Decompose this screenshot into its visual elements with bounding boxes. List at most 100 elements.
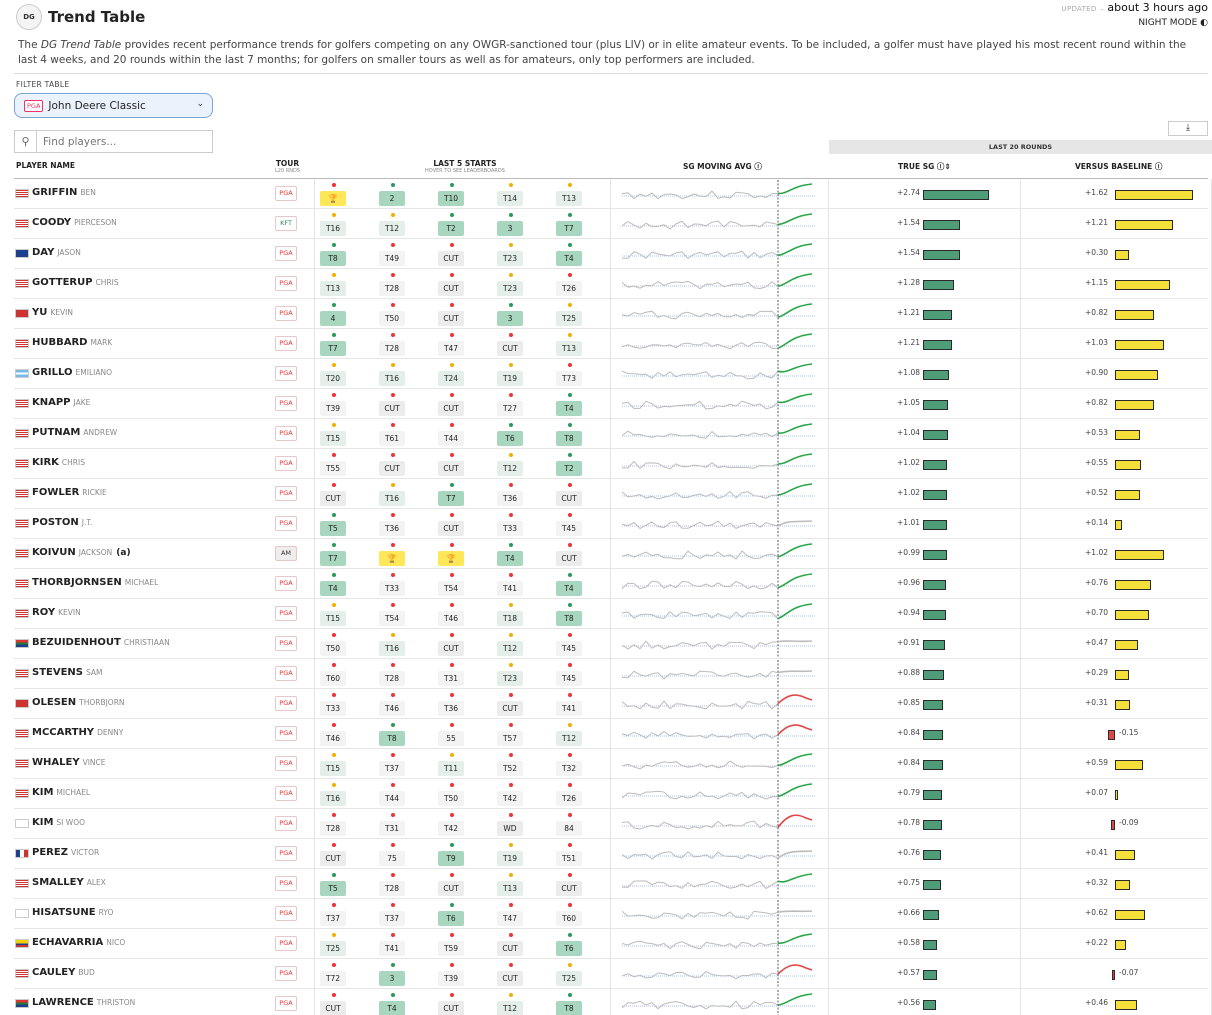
finish-cell[interactable]: T28 [379,281,405,296]
table-row[interactable]: HUBBARD MARK PGA T7 T28 T47 CUT T13 +1.21 +1.03 [14,329,1208,359]
table-row[interactable]: KNAPP JAKE PGA T39 CUT CUT T27 T4 +1.05 +0.82 [14,389,1208,419]
finish-cell[interactable]: T6 [556,941,582,956]
finish-cell[interactable]: T12 [497,461,523,476]
player-name[interactable]: GRILLO EMILIANO [32,367,112,378]
finish-cell[interactable]: T59 [438,941,464,956]
table-row[interactable]: KIRK CHRIS PGA T55 CUT CUT T12 T2 +1.02 +0.55 [14,449,1208,479]
finish-cell[interactable]: CUT [497,971,523,986]
finish-cell[interactable]: CUT [320,491,346,506]
sg-sparkline[interactable] [620,540,816,568]
finish-cell[interactable]: T12 [497,1001,523,1015]
finish-cell[interactable]: CUT [556,551,582,566]
player-name[interactable]: SMALLEY ALEX [32,877,106,888]
finish-cell[interactable]: T42 [497,791,523,806]
finish-cell[interactable]: T41 [497,581,523,596]
player-name[interactable]: PEREZ VICTOR [32,847,99,858]
table-row[interactable]: ROY KEVIN PGA T15 T54 T46 T18 T8 +0.94 +0.70 [14,599,1208,629]
table-row[interactable]: DAY JASON PGA T8 T49 CUT T23 T4 +1.54 +0.30 [14,239,1208,269]
finish-cell[interactable]: T6 [438,911,464,926]
finish-cell[interactable]: T8 [556,431,582,446]
sg-sparkline[interactable] [620,840,816,868]
table-row[interactable]: KIM MICHAEL PGA T16 T44 T50 T42 T26 +0.79 +0.07 [14,779,1208,809]
finish-cell[interactable]: CUT [556,881,582,896]
finish-cell[interactable]: T4 [556,581,582,596]
finish-cell[interactable]: T2 [556,461,582,476]
player-name[interactable]: WHALEY VINCE [32,757,106,768]
finish-cell[interactable]: T45 [556,641,582,656]
finish-cell[interactable]: T10 [438,191,464,206]
finish-cell[interactable]: CUT [379,401,405,416]
finish-cell[interactable]: T44 [379,791,405,806]
finish-cell[interactable]: T4 [556,401,582,416]
finish-cell[interactable]: T37 [379,761,405,776]
finish-cell[interactable]: T45 [556,521,582,536]
finish-cell[interactable]: T60 [320,671,346,686]
finish-cell[interactable]: T11 [438,761,464,776]
finish-cell[interactable]: T27 [497,401,523,416]
finish-cell[interactable]: T25 [320,941,346,956]
player-name[interactable]: DAY JASON [32,247,81,258]
sg-sparkline[interactable] [620,390,816,418]
finish-cell[interactable]: T7 [320,341,346,356]
finish-cell[interactable]: T26 [556,791,582,806]
player-name[interactable]: OLESEN THORBJORN [32,697,125,708]
sg-sparkline[interactable] [620,510,816,538]
player-name[interactable]: KNAPP JAKE [32,397,90,408]
player-name[interactable]: FOWLER RICKIE [32,487,107,498]
sg-sparkline[interactable] [620,300,816,328]
table-row[interactable]: KIM SI WOO PGA T28 T31 T42 WD 84 +0.78 -0.09 [14,809,1208,839]
player-name[interactable]: ROY KEVIN [32,607,81,618]
finish-cell[interactable]: T60 [556,911,582,926]
finish-cell[interactable]: T26 [556,281,582,296]
player-name[interactable]: KIRK CHRIS [32,457,85,468]
finish-cell[interactable]: T14 [497,191,523,206]
finish-cell[interactable]: T4 [379,1001,405,1015]
finish-cell[interactable]: T16 [320,221,346,236]
sg-sparkline[interactable] [620,720,816,748]
finish-cell[interactable]: T8 [379,731,405,746]
finish-cell[interactable]: T20 [320,371,346,386]
sg-sparkline[interactable] [620,750,816,778]
finish-cell[interactable]: T50 [379,311,405,326]
finish-cell[interactable]: 4 [320,311,346,326]
finish-cell[interactable]: T57 [497,731,523,746]
finish-cell[interactable]: T12 [379,221,405,236]
table-row[interactable]: ECHAVARRIA NICO PGA T25 T41 T59 CUT T6 +0.58 +0.2… [14,929,1208,959]
finish-cell[interactable]: T72 [320,971,346,986]
player-name[interactable]: MCCARTHY DENNY [32,727,123,738]
table-row[interactable]: GOTTERUP CHRIS PGA T13 T28 CUT T23 T26 +1.28 +1.1… [14,269,1208,299]
player-name[interactable]: HUBBARD MARK [32,337,112,348]
finish-cell[interactable]: T36 [497,491,523,506]
finish-cell[interactable]: T32 [556,761,582,776]
table-row[interactable]: BEZUIDENHOUT CHRISTIAAN PGA T50 T16 CUT T12 T45… [14,629,1208,659]
finish-cell[interactable]: CUT [379,461,405,476]
player-name[interactable]: THORBJORNSEN MICHAEL [32,577,158,588]
finish-cell[interactable]: T33 [320,701,346,716]
finish-cell[interactable]: 3 [379,971,405,986]
finish-cell[interactable]: CUT [497,701,523,716]
info-icon[interactable]: ⓘ [754,162,762,171]
sg-sparkline[interactable] [620,480,816,508]
finish-cell[interactable]: T46 [320,731,346,746]
trophy-icon[interactable]: 🏆 [438,551,464,566]
player-name[interactable]: YU KEVIN [32,307,73,318]
player-name[interactable]: POSTON J.T. [32,517,92,528]
sg-sparkline[interactable] [620,630,816,658]
finish-cell[interactable]: T36 [438,701,464,716]
finish-cell[interactable]: T54 [379,611,405,626]
finish-cell[interactable]: T8 [556,1001,582,1015]
finish-cell[interactable]: T16 [379,641,405,656]
table-row[interactable]: OLESEN THORBJORN PGA T33 T46 T36 CUT T41 +0.85 +0… [14,689,1208,719]
finish-cell[interactable]: T33 [497,521,523,536]
finish-cell[interactable]: T37 [320,911,346,926]
finish-cell[interactable]: WD [497,821,523,836]
finish-cell[interactable]: T41 [556,701,582,716]
finish-cell[interactable]: 2 [379,191,405,206]
finish-cell[interactable]: T73 [556,371,582,386]
finish-cell[interactable]: T28 [379,671,405,686]
sg-sparkline[interactable] [620,240,816,268]
table-row[interactable]: KOIVUN JACKSON (a) AM T7 🏆 🏆 T4 CUT +0.99 +1.02 [14,539,1208,569]
dg-logo[interactable]: DG [16,4,42,30]
finish-cell[interactable]: T13 [556,191,582,206]
sg-sparkline[interactable] [620,780,816,808]
